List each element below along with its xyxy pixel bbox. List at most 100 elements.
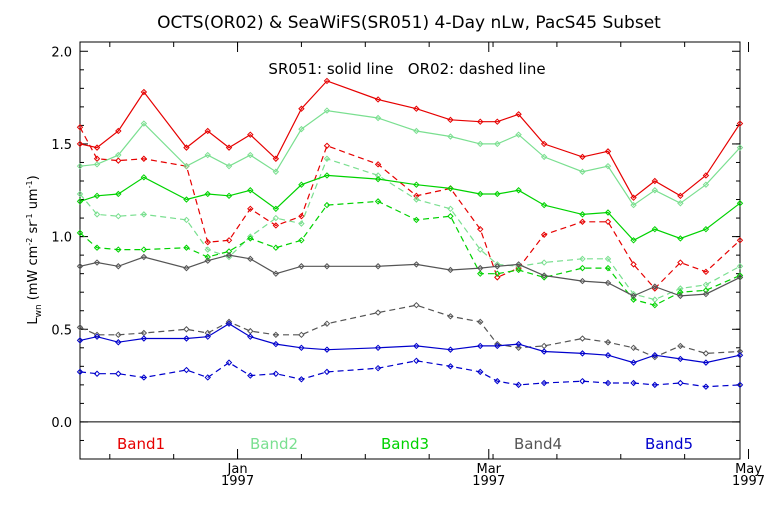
data-point: [702, 383, 710, 390]
x-tick-label: Jan: [227, 462, 248, 477]
data-point: [702, 181, 710, 188]
series-band4-dashed: [76, 301, 744, 361]
data-point: [76, 190, 84, 198]
data-point: [298, 213, 305, 220]
data-point: [579, 277, 586, 285]
data-point: [702, 225, 710, 233]
data-point: [677, 235, 684, 242]
series-line: [79, 322, 741, 364]
series-line: [79, 174, 741, 242]
data-point: [515, 187, 522, 194]
data-point: [494, 340, 501, 348]
data-point: [477, 264, 484, 272]
series-band3-dashed: [76, 198, 744, 309]
data-point: [76, 124, 84, 131]
data-point: [579, 377, 586, 385]
data-point: [247, 372, 254, 379]
data-point: [323, 107, 331, 114]
series-line: [79, 109, 741, 206]
data-point: [630, 237, 637, 244]
data-point: [702, 350, 710, 357]
data-point: [140, 335, 148, 342]
data-point: [515, 266, 522, 274]
data-point: [323, 172, 331, 179]
data-point: [677, 288, 684, 296]
data-point: [298, 376, 305, 383]
data-point: [413, 261, 420, 268]
series-band4-solid: [76, 251, 744, 300]
data-point: [677, 259, 684, 266]
data-point: [494, 377, 501, 385]
data-point: [93, 211, 101, 218]
series-line: [79, 158, 741, 301]
data-point: [323, 77, 331, 85]
series-band1-solid: [76, 77, 744, 201]
data-point: [630, 292, 637, 300]
data-point: [736, 352, 744, 359]
data-point: [413, 192, 420, 200]
data-point: [515, 381, 522, 389]
x-tick-year: 1997: [732, 474, 765, 489]
data-point: [140, 174, 148, 181]
data-point: [115, 127, 122, 135]
data-point: [298, 331, 305, 339]
data-point: [272, 214, 280, 222]
data-point: [298, 344, 305, 352]
data-point: [204, 253, 211, 261]
data-point: [736, 381, 744, 389]
data-point: [540, 201, 548, 209]
data-point: [604, 279, 612, 287]
data-point: [204, 127, 211, 135]
data-point: [93, 144, 101, 151]
data-point: [651, 352, 659, 359]
series-band5-dashed: [76, 357, 744, 390]
data-point: [272, 270, 280, 277]
data-point: [225, 251, 233, 259]
data-point: [630, 261, 637, 268]
y-tick-label: 1.0: [51, 231, 72, 246]
data-point: [540, 153, 548, 161]
data-point: [298, 263, 305, 270]
data-point: [494, 190, 501, 198]
data-point: [204, 246, 211, 253]
data-point: [515, 261, 522, 268]
data-point: [494, 263, 501, 270]
data-point: [579, 168, 586, 175]
data-point: [323, 201, 331, 209]
data-point: [579, 211, 586, 218]
data-point: [604, 218, 612, 225]
data-point: [183, 244, 190, 251]
data-point: [651, 177, 659, 185]
data-point: [651, 381, 659, 389]
data-point: [183, 162, 190, 170]
data-point: [298, 237, 305, 244]
legend-item-band5: Band5: [645, 435, 693, 453]
data-point: [477, 368, 484, 376]
data-point: [225, 237, 233, 244]
data-point: [677, 355, 684, 363]
data-point: [447, 363, 454, 370]
data-point: [115, 246, 122, 253]
data-point: [374, 175, 382, 183]
data-point: [76, 337, 84, 344]
data-point: [225, 162, 233, 170]
data-point: [447, 266, 454, 274]
y-axis-label-subscript: wn: [34, 304, 44, 317]
data-point: [204, 151, 211, 159]
data-point: [413, 342, 420, 350]
data-point: [183, 326, 190, 333]
data-point: [447, 133, 454, 140]
data-point: [76, 162, 84, 170]
data-point: [140, 88, 148, 96]
data-point: [272, 340, 280, 348]
data-point: [298, 220, 305, 227]
data-point: [651, 283, 659, 290]
data-point: [225, 144, 233, 151]
data-point: [604, 339, 612, 346]
legend: Band1 Band2 Band3 Band4 Band5: [117, 435, 693, 453]
y-axis-label-symbol: L: [26, 317, 41, 325]
data-point: [515, 131, 522, 138]
series-band2-solid: [76, 107, 744, 209]
data-point: [374, 198, 382, 205]
